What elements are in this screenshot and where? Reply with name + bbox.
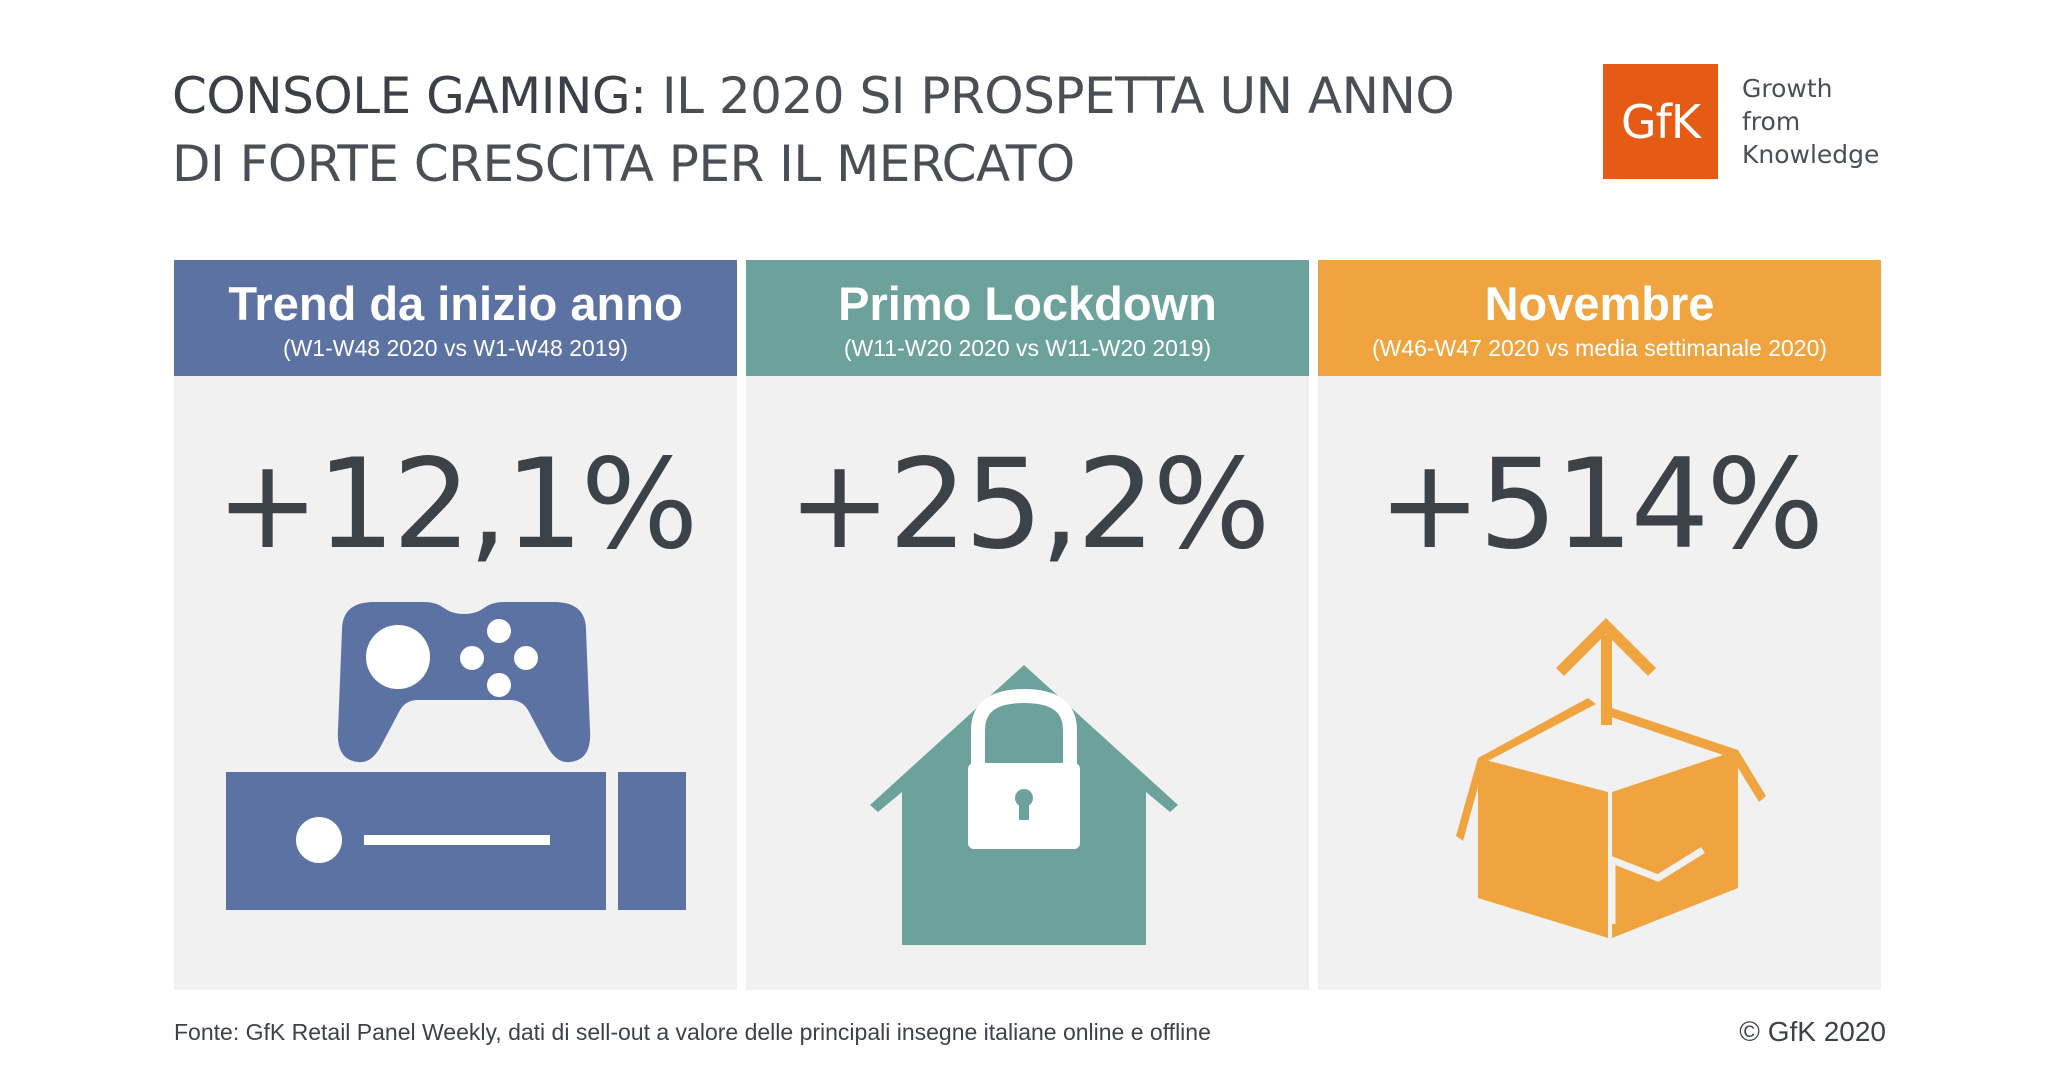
stat-card-title: Novembre <box>1484 277 1715 330</box>
stat-card-first-lockdown: Primo Lockdown (W11-W20 2020 vs W11-W20 … <box>746 260 1309 990</box>
stat-card-header: Novembre (W46-W47 2020 vs media settiman… <box>1318 260 1881 376</box>
stat-card-header: Primo Lockdown (W11-W20 2020 vs W11-W20 … <box>746 260 1309 376</box>
stat-card-subtitle: (W46-W47 2020 vs media settimanale 2020) <box>1371 335 1828 361</box>
open-box-arrow-icon <box>1318 600 1881 990</box>
stat-card-subtitle: (W1-W48 2020 vs W1-W48 2019) <box>282 335 629 361</box>
gfk-logo-mark: GfK <box>1603 64 1718 179</box>
game-console-icon <box>174 600 737 990</box>
source-note: Fonte: GfK Retail Panel Weekly, dati di … <box>174 1019 1211 1045</box>
page-title-rest: IL 2020 SI PROSPETTA UN ANNO DI FORTE CR… <box>172 67 1455 193</box>
stat-card-header: Trend da inizio anno (W1-W48 2020 vs W1-… <box>174 260 737 376</box>
tagline-line-3: Knowledge <box>1742 140 1880 169</box>
stat-card-subtitle: (W11-W20 2020 vs W11-W20 2019) <box>843 335 1212 361</box>
page-title: CONSOLE GAMING: IL 2020 SI PROSPETTA UN … <box>172 62 1472 198</box>
stat-card-value: +514% <box>1377 433 1824 577</box>
stat-card-value: +25,2% <box>787 433 1271 577</box>
stat-card-november: Novembre (W46-W47 2020 vs media settiman… <box>1318 260 1881 990</box>
page-title-highlight: CONSOLE GAMING: <box>172 67 647 125</box>
gfk-tagline: Growth from Knowledge <box>1742 72 1892 171</box>
stat-card-value: +12,1% <box>215 433 699 577</box>
gfk-logo-text: GfK <box>1620 94 1701 149</box>
tagline-line-2: from <box>1742 107 1801 136</box>
copyright-note: © GfK 2020 <box>1739 1016 1886 1047</box>
stat-card-year-trend: Trend da inizio anno (W1-W48 2020 vs W1-… <box>174 260 737 990</box>
stat-card-title: Trend da inizio anno <box>228 277 683 330</box>
tagline-line-1: Growth <box>1742 74 1833 103</box>
stat-card-title: Primo Lockdown <box>838 277 1217 330</box>
gfk-logo: GfK Growth from Knowledge <box>1603 64 1889 179</box>
locked-house-icon <box>746 600 1309 990</box>
